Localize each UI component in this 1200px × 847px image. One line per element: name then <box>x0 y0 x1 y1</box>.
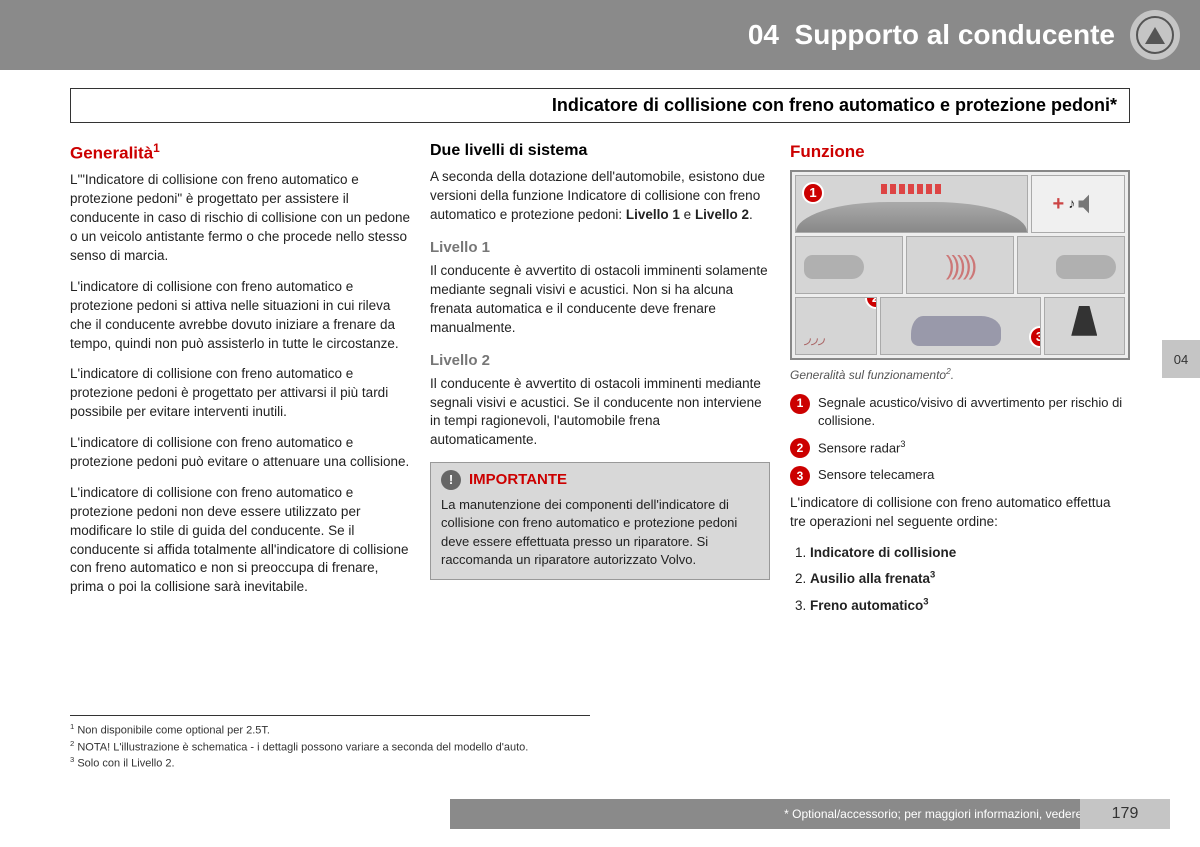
diagram-caption: Generalità sul funzionamento2. <box>790 366 1130 384</box>
diagram-radar-panel: 2 ◞◞◞ <box>795 297 877 355</box>
page-number: 179 <box>1080 799 1170 829</box>
step-3: Freno automatico3 <box>810 595 1130 615</box>
section-title: Indicatore di collisione con freno autom… <box>70 88 1130 123</box>
col2-p1: A seconda della dotazione dell'automobil… <box>430 168 770 225</box>
warning-triangle-icon <box>1130 10 1180 60</box>
column-2: Due livelli di sistema A seconda della d… <box>430 140 770 621</box>
legend-item-3: 3 Sensore telecamera <box>790 466 1130 486</box>
chapter-name: Supporto al conducente <box>795 19 1115 50</box>
footnote-3: 3 Solo con il Livello 2. <box>70 755 590 770</box>
speaker-icon <box>1075 190 1103 218</box>
diagram-car-right <box>1017 236 1125 294</box>
step-2: Ausilio alla frenata3 <box>810 569 1130 589</box>
legend-item-1: 1 Segnale acustico/visivo di avvertiment… <box>790 394 1130 430</box>
page-header: 04 Supporto al conducente <box>0 0 1200 70</box>
col3-after-legend: L'indicatore di collisione con freno aut… <box>790 494 1130 532</box>
level1-text: Il conducente è avvertito di ostacoli im… <box>430 262 770 338</box>
level2-heading: Livello 2 <box>430 350 770 371</box>
important-body: La manutenzione dei componenti dell'indi… <box>431 496 769 579</box>
column-3: Funzione 1 +♪ ))))) 2 <box>790 140 1130 621</box>
diagram-car-side-panel: 3 <box>880 297 1041 355</box>
function-diagram: 1 +♪ ))))) 2 ◞◞◞ <box>790 170 1130 360</box>
main-content: Generalità1 L'"Indicatore di collisione … <box>70 140 1130 621</box>
diagram-speaker-panel: +♪ <box>1031 175 1125 233</box>
col1-heading: Generalità1 <box>70 140 410 165</box>
col3-heading: Funzione <box>790 140 1130 164</box>
col1-p5: L'indicatore di collisione con freno aut… <box>70 484 410 597</box>
important-callout: ! IMPORTANTE La manutenzione dei compone… <box>430 462 770 580</box>
footnote-2: 2 NOTA! L'illustrazione è schematica - i… <box>70 739 590 754</box>
col1-p1: L'"Indicatore di collisione con freno au… <box>70 171 410 265</box>
diagram-waves: ))))) <box>906 236 1014 294</box>
step-1: Indicatore di collisione <box>810 544 1130 563</box>
col1-p3: L'indicatore di collisione con freno aut… <box>70 365 410 422</box>
footnotes: 1 Non disponibile come optional per 2.5T… <box>70 715 590 772</box>
steps-list: Indicatore di collisione Ausilio alla fr… <box>790 544 1130 616</box>
level2-text: Il conducente è avvertito di ostacoli im… <box>430 375 770 451</box>
legend-text-3: Sensore telecamera <box>818 466 934 484</box>
col1-p4: L'indicatore di collisione con freno aut… <box>70 434 410 472</box>
diagram-car-left <box>795 236 903 294</box>
side-page-tab: 04 <box>1162 340 1200 378</box>
legend-item-2: 2 Sensore radar3 <box>790 438 1130 458</box>
badge-2-icon: 2 <box>790 438 810 458</box>
page-footer: * Optional/accessorio; per maggiori info… <box>450 799 1170 829</box>
chapter-title: 04 Supporto al conducente <box>748 19 1115 51</box>
col2-heading: Due livelli di sistema <box>430 140 770 162</box>
legend-text-2: Sensore radar3 <box>818 438 905 458</box>
level1-heading: Livello 1 <box>430 237 770 258</box>
important-title: IMPORTANTE <box>469 469 567 490</box>
info-icon: ! <box>441 470 461 490</box>
badge-3-icon: 3 <box>790 466 810 486</box>
footnote-1: 1 Non disponibile come optional per 2.5T… <box>70 722 590 737</box>
col1-p2: L'indicatore di collisione con freno aut… <box>70 278 410 354</box>
chapter-number: 04 <box>748 19 779 50</box>
column-1: Generalità1 L'"Indicatore di collisione … <box>70 140 410 621</box>
diagram-camera-panel <box>1044 297 1126 355</box>
legend-text-1: Segnale acustico/visivo di avvertimento … <box>818 394 1130 430</box>
badge-1-icon: 1 <box>790 394 810 414</box>
diagram-dashboard-panel: 1 <box>795 175 1028 233</box>
